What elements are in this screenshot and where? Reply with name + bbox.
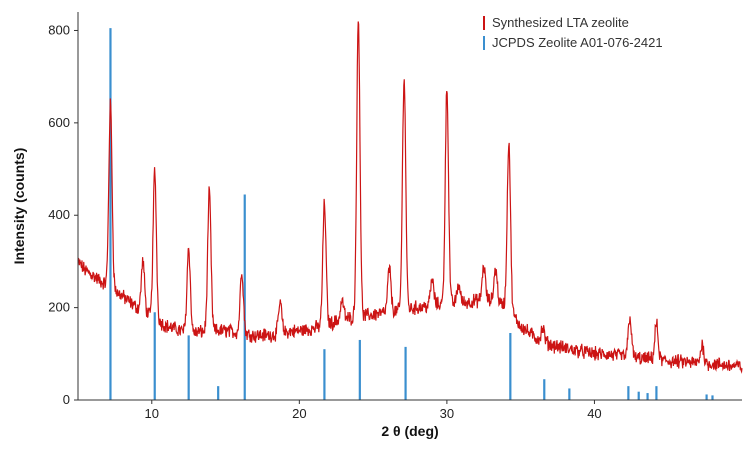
legend: Synthesized LTA zeolite JCPDS Zeolite A0… (483, 15, 663, 50)
x-tick-label: 20 (292, 406, 306, 421)
legend-label-synthesized: Synthesized LTA zeolite (492, 15, 629, 30)
y-tick-label: 200 (48, 300, 70, 315)
y-tick-label: 800 (48, 22, 70, 37)
x-tick-label: 10 (145, 406, 159, 421)
axes (77, 12, 742, 401)
x-axis-title: 2 θ (deg) (381, 423, 438, 439)
y-tick-label: 600 (48, 115, 70, 130)
x-tick-label: 40 (587, 406, 601, 421)
measured-pattern (77, 21, 743, 374)
y-tick-label: 0 (63, 392, 70, 407)
measured-pattern-line (77, 21, 743, 374)
x-tick-label: 30 (440, 406, 454, 421)
reference-sticks (109, 28, 714, 400)
y-tick-label: 400 (48, 207, 70, 222)
legend-label-jcpds: JCPDS Zeolite A01-076-2421 (492, 35, 663, 50)
y-axis-title: Intensity (counts) (11, 148, 27, 265)
